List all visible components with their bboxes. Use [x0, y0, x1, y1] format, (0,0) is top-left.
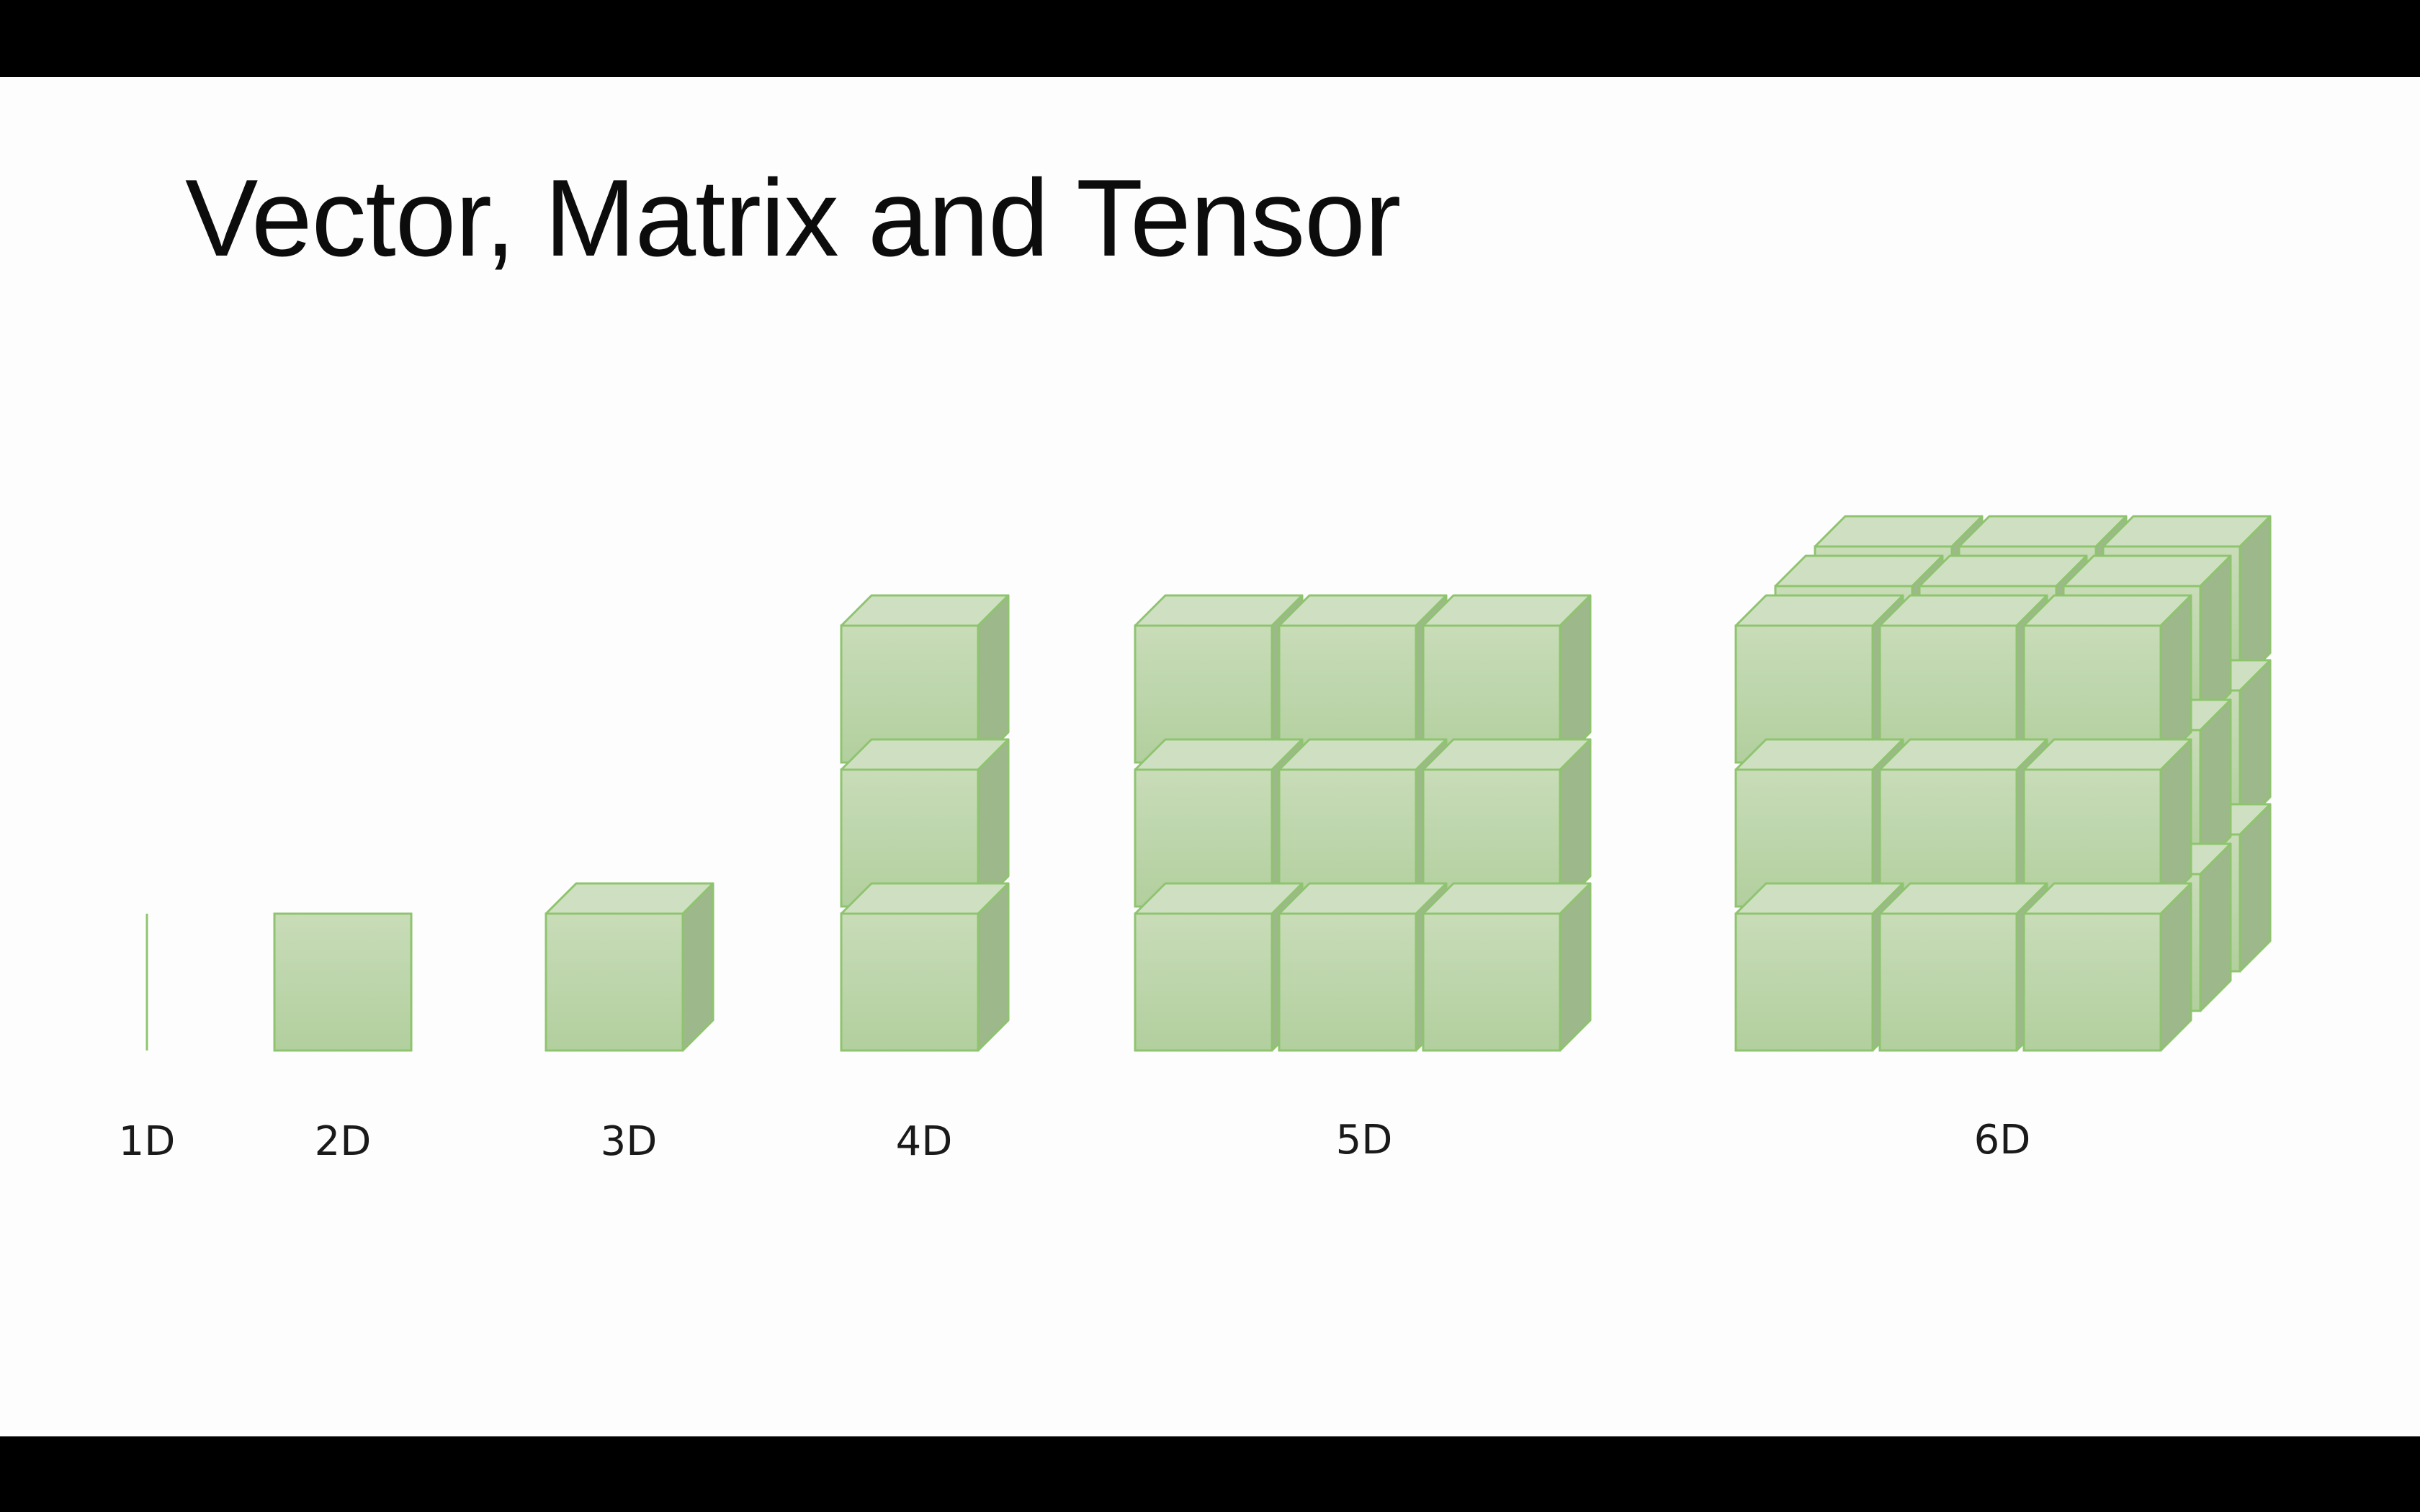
label-1d: 1D — [119, 1118, 176, 1165]
slide-title: Vector, Matrix and Tensor — [185, 157, 1401, 279]
cube-side-face — [2199, 554, 2232, 724]
cube-side-face — [2238, 803, 2272, 973]
tensor-4d — [840, 594, 1010, 1052]
cube — [2022, 882, 2192, 1052]
cube-side-face — [2238, 659, 2272, 829]
cube — [1278, 738, 1448, 908]
matrix-square — [273, 912, 413, 1052]
tensor-6d — [1734, 515, 2272, 1052]
cube-front-face — [1422, 912, 1561, 1052]
letterbox-top — [0, 0, 2420, 77]
cube — [1734, 882, 1904, 1052]
cube — [1134, 594, 1304, 764]
cube — [1422, 882, 1592, 1052]
cube-front-face — [840, 912, 980, 1052]
cube — [1878, 594, 2048, 764]
cube-side-face — [681, 882, 714, 1052]
cube — [1278, 882, 1448, 1052]
cube-side-face — [977, 882, 1010, 1052]
cube-side-face — [977, 594, 1010, 764]
cube — [1278, 594, 1448, 764]
cube — [1134, 882, 1304, 1052]
label-2d: 2D — [315, 1118, 372, 1165]
cube — [1134, 738, 1304, 908]
cube-side-face — [1559, 594, 1592, 764]
cube — [840, 882, 1010, 1052]
cube-front-face — [2022, 912, 2162, 1052]
cube-side-face — [2159, 882, 2192, 1052]
cube-front-face — [1278, 912, 1417, 1052]
cube — [1734, 738, 1904, 908]
cube — [840, 738, 1010, 908]
cube — [1734, 594, 1904, 764]
cube-side-face — [1559, 738, 1592, 908]
tensor-5d — [1134, 594, 1592, 1052]
cube — [1422, 594, 1592, 764]
cube-front-face — [1134, 912, 1273, 1052]
matrix-2d — [273, 912, 413, 1052]
cube-side-face — [2238, 515, 2272, 685]
label-5d: 5D — [1336, 1117, 1393, 1164]
cube — [1422, 738, 1592, 908]
cube — [1878, 738, 2048, 908]
label-4d: 4D — [896, 1118, 953, 1165]
cube — [544, 882, 714, 1052]
cube-front-face — [1734, 912, 1874, 1052]
letterbox-bottom — [0, 1436, 2420, 1512]
cube — [1878, 882, 2048, 1052]
cube-front-face — [544, 912, 684, 1052]
label-3d: 3D — [601, 1118, 658, 1165]
tensor-dimension-diagram: 1D 2D 3D 4D 5D 6D — [119, 515, 2272, 1165]
cube-front-face — [1878, 912, 2018, 1052]
cube — [2022, 738, 2192, 908]
cube-side-face — [1559, 882, 1592, 1052]
cube-side-face — [2159, 738, 2192, 908]
tensor-3d — [544, 882, 714, 1052]
cube-side-face — [2199, 698, 2232, 868]
cube — [2022, 594, 2192, 764]
cube — [840, 594, 1010, 764]
cube-side-face — [2159, 594, 2192, 764]
cube-side-face — [2199, 842, 2232, 1012]
label-6d: 6D — [1974, 1117, 2031, 1164]
cube-side-face — [977, 738, 1010, 908]
